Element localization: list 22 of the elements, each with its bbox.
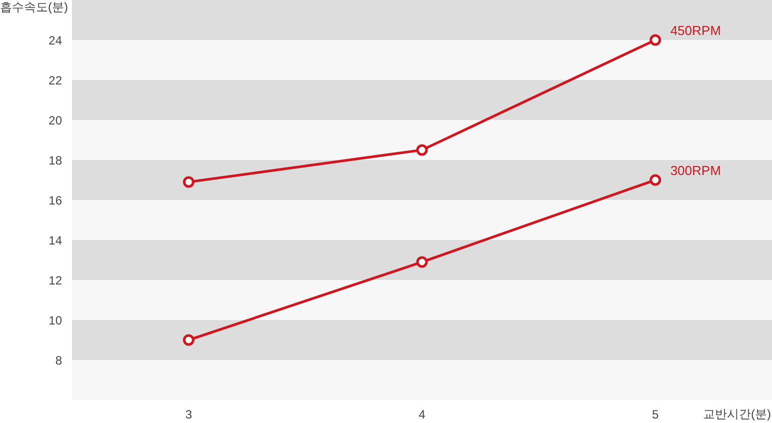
y-tick-label: 8 bbox=[55, 353, 62, 368]
y-tick-label: 20 bbox=[48, 113, 62, 128]
series-label: 450RPM bbox=[670, 23, 721, 38]
x-tick-label: 3 bbox=[185, 408, 192, 422]
point bbox=[416, 144, 428, 156]
y-tick-label: 12 bbox=[48, 273, 62, 288]
y-axis-title: 흡수속도(분) bbox=[0, 0, 68, 15]
point bbox=[416, 256, 428, 268]
series-label: 300RPM bbox=[670, 163, 721, 178]
y-tick-label: 14 bbox=[48, 233, 62, 248]
x-tick-label: 5 bbox=[652, 408, 659, 422]
y-tick-label: 22 bbox=[48, 73, 62, 88]
x-tick-label: 4 bbox=[418, 408, 426, 422]
y-tick-label: 18 bbox=[48, 153, 62, 168]
x-axis-title: 교반시간(분) bbox=[703, 407, 771, 422]
y-tick-label: 16 bbox=[48, 193, 62, 208]
point bbox=[182, 176, 194, 188]
point bbox=[650, 174, 662, 186]
y-tick-label: 10 bbox=[48, 313, 62, 328]
point bbox=[182, 334, 194, 346]
y-tick-label: 24 bbox=[48, 33, 62, 48]
point bbox=[650, 34, 662, 46]
